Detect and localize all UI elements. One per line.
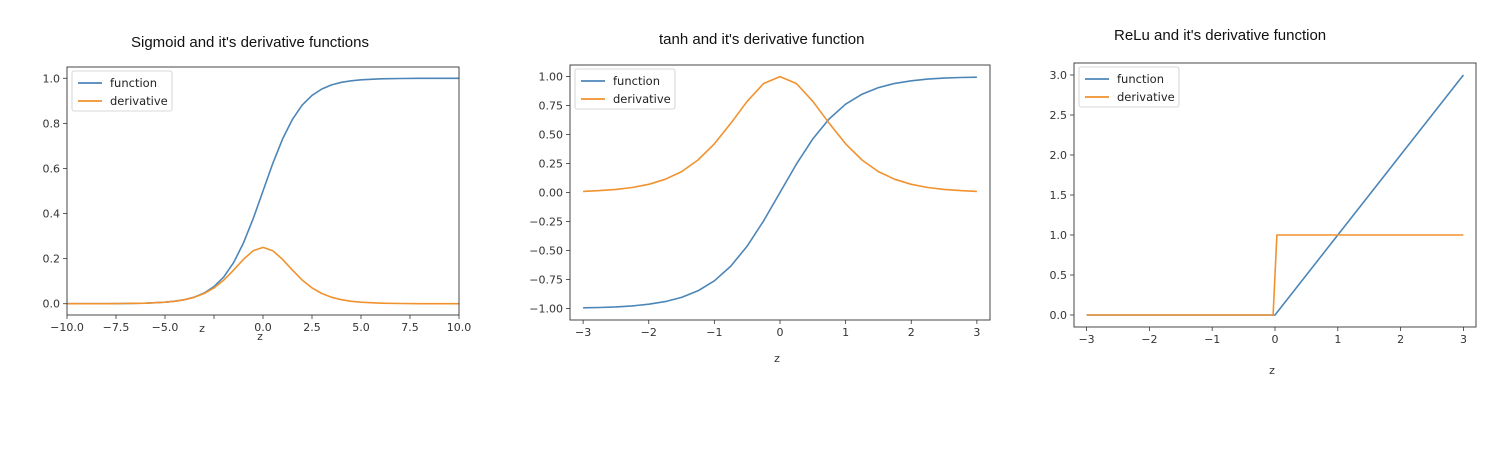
legend-label: function [613,74,660,88]
y-tick-label: 0.0 [43,298,61,311]
x-tick-label: 1 [842,326,849,339]
series-line-derivative [1086,234,1464,316]
x-tick-label: −7.5 [103,321,130,334]
y-tick-label: 0.75 [539,100,564,113]
y-tick-label: −0.50 [529,244,563,257]
y-tick-label: 1.00 [539,71,564,84]
x-tick-label: 3 [973,326,980,339]
y-tick-label: 1.0 [1050,229,1068,242]
x-axis-label: z [774,352,780,365]
x-tick-label: 3 [1460,333,1467,346]
x-tick-label: 5.0 [352,321,370,334]
x-tick-label: −1 [706,326,722,339]
x-tick-label: 1 [1334,333,1341,346]
legend-label: derivative [1117,90,1175,104]
series-line-function [583,76,977,309]
y-tick-label: 2.0 [1050,149,1068,162]
y-tick-label: −0.75 [529,273,563,286]
y-tick-label: 0.5 [1050,269,1068,282]
x-tick-label: 0.0 [254,321,272,334]
x-tick-label: 7.5 [401,321,419,334]
y-tick-label: 1.0 [43,72,61,85]
chart-title: tanh and it's derivative function [659,31,865,48]
series-line-derivative [67,246,459,305]
x-axis-label: z [1269,364,1275,377]
y-tick-label: 0.00 [539,187,564,200]
chart-title: ReLu and it's derivative function [1114,27,1327,44]
y-tick-label: −0.25 [529,215,563,228]
x-tick-label: −2 [641,326,657,339]
y-tick-label: 0.25 [539,158,564,171]
y-tick-label: 2.5 [1050,109,1068,122]
legend-label: derivative [110,94,168,108]
x-tick-label: 0 [1272,333,1279,346]
y-tick-label: 0.8 [43,117,61,130]
tanh-panel: tanh and it's derivative function −3 −2 −1… [529,31,991,365]
x-tick-label: 2 [908,326,915,339]
x-axis-label: z [257,330,263,343]
x-tick-label: −3 [1078,333,1094,346]
x-tick-label: 2.5 [303,321,321,334]
x-tick-label: −2 [1141,333,1157,346]
x-tick-label: 2 [1397,333,1404,346]
stray-axis-label: z [199,322,205,335]
y-tick-label: 0.0 [1050,309,1068,322]
x-tick-label: −1 [1204,333,1220,346]
x-tick-label: −5.0 [152,321,179,334]
y-tick-label: 0.50 [539,129,564,142]
y-tick-label: 0.2 [43,253,61,266]
y-tick-label: 0.6 [43,162,61,175]
chart-title: Sigmoid and it's derivative functions [131,34,369,51]
sigmoid-chart: −10.0 −7.5 −5.0 0.0 2.5 5.0 7.5 10.0 0.0 0.2 0.4 0.… [43,66,472,343]
x-tick-label: 0 [777,326,784,339]
y-tick-label: 0.4 [43,208,61,221]
x-tick-label: −3 [575,326,591,339]
y-tick-label: −1.00 [529,302,563,315]
x-tick-label: −10.0 [50,321,84,334]
legend-label: function [1117,72,1164,86]
tanh-chart: −3 −2 −1 0 1 2 3 −1.00 −0.75 −0.50 −0.25 0.00 0.25 0.… [529,64,991,365]
x-tick-label: 10.0 [447,321,472,334]
legend-label: function [110,76,157,90]
y-tick-label: 1.5 [1050,189,1068,202]
legend-label: derivative [613,92,671,106]
y-tick-label: 3.0 [1050,69,1068,82]
series-line-derivative [583,75,977,193]
sigmoid-panel: Sigmoid and it's derivative functions −1… [0,0,500,473]
